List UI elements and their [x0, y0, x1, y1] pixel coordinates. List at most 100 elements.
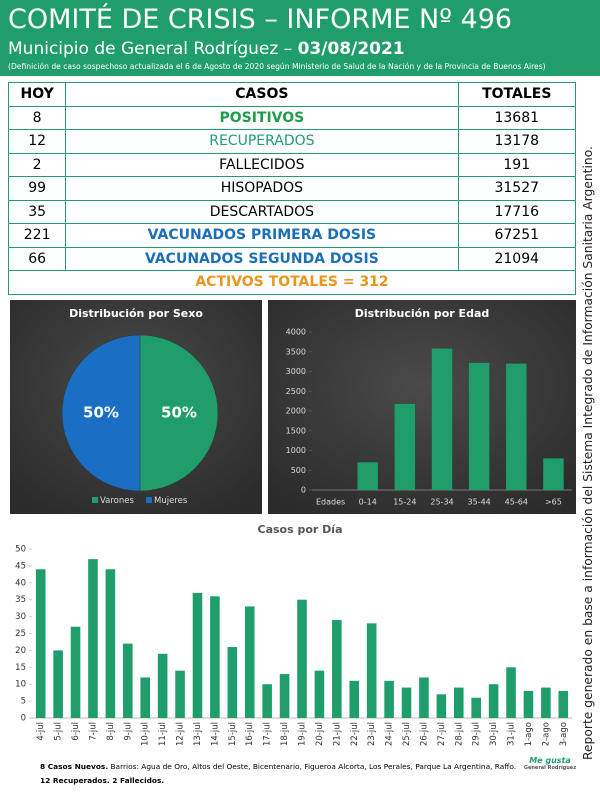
x-tick-label: 12-jul — [176, 722, 186, 746]
cell: FALLECIDOS — [65, 152, 459, 177]
x-tick-label: 18-jul — [280, 722, 290, 746]
x-tick-label: 35-44 — [468, 498, 491, 507]
side-note: Reporte generado en base a información d… — [581, 146, 595, 760]
chart-title: Distribución por Edad — [355, 307, 490, 320]
bar — [332, 619, 342, 718]
y-tick-label: 2500 — [286, 387, 306, 396]
logo-place: General Rodríguez — [523, 765, 577, 771]
y-tick-label: 40 — [15, 578, 26, 588]
table-row: 2 FALLECIDOS 191 — [7, 152, 577, 177]
cell: VACUNADOS SEGUNDA DOSIS — [65, 246, 459, 271]
y-tick-label: 4000 — [286, 328, 306, 337]
bar — [244, 606, 255, 718]
bar — [210, 596, 220, 718]
bar — [140, 677, 151, 718]
cell: VACUNADOS PRIMERA DOSIS — [65, 223, 459, 248]
bar — [366, 623, 377, 718]
x-tick-label: 3-ago — [559, 722, 569, 746]
x-tick-label: 1-ago — [524, 722, 534, 746]
cell: 191 — [457, 152, 577, 177]
cell: 66 — [7, 246, 67, 271]
bar — [384, 680, 394, 718]
x-tick-label: >65 — [545, 498, 562, 507]
column-header: CASOS — [65, 82, 459, 107]
x-tick-label: 14-jul — [210, 722, 220, 746]
x-tick-label: 31-jul — [507, 722, 517, 746]
total-row: ACTIVOS TOTALES = 312 — [8, 270, 576, 295]
x-tick-label: 16-jul — [245, 722, 255, 746]
bar — [419, 677, 429, 718]
pie-slice — [61, 334, 141, 492]
bar — [175, 670, 185, 718]
bar — [436, 694, 447, 718]
cell: RECUPERADOS — [65, 129, 459, 154]
bar — [157, 653, 168, 718]
cell: POSITIVOS — [65, 105, 459, 130]
x-tick-label: 6-jul — [71, 722, 81, 741]
bar — [123, 643, 133, 718]
cell: 21094 — [457, 246, 577, 271]
y-tick-label: 0 — [301, 486, 306, 495]
x-tick-label: 7-jul — [88, 722, 98, 741]
bar — [227, 647, 238, 718]
recovered: 12 Recuperados. 2 Fallecidos. — [40, 776, 165, 785]
title: COMITÉ DE CRISIS – INFORME Nº 496 — [8, 4, 513, 35]
bar — [192, 592, 203, 718]
new-cases: 8 Casos Nuevos. — [40, 762, 109, 771]
x-axis-label: Edades — [316, 498, 345, 507]
bar — [70, 626, 81, 718]
bar — [88, 559, 98, 718]
logo: Me gusta General Rodríguez — [520, 756, 580, 771]
x-tick-label: 25-34 — [430, 498, 453, 507]
x-tick-label: 15-24 — [393, 498, 416, 507]
bar — [262, 684, 272, 718]
neighborhoods: Barrios: Agua de Oro, Altos del Oeste, B… — [108, 762, 517, 771]
bar — [401, 687, 412, 718]
value-label: 50% — [161, 404, 197, 422]
y-tick-label: 50 — [15, 545, 26, 555]
table-row: 8 POSITIVOS 13681 — [7, 105, 577, 130]
table-row: 66 VACUNADOS SEGUNDA DOSIS 21094 — [7, 246, 577, 271]
y-tick-label: 10 — [15, 680, 26, 690]
cases-table: HOY CASOS TOTALES 8 POSITIVOS 13681 12 RECUPERA… — [7, 82, 577, 295]
x-tick-label: 26-jul — [419, 722, 429, 746]
bar — [471, 697, 481, 718]
x-tick-label: 4-jul — [36, 722, 46, 741]
cell: 13178 — [457, 129, 577, 154]
y-tick-label: 20 — [15, 646, 26, 656]
bar — [314, 670, 325, 718]
table-row: 35 DESCARTADOS 17716 — [7, 199, 577, 224]
x-tick-label: 25-jul — [402, 722, 412, 746]
x-tick-label: 45-64 — [505, 498, 528, 507]
chart-title: Casos por Día — [258, 523, 343, 536]
value-label: 50% — [83, 404, 119, 422]
bar — [523, 690, 534, 718]
y-tick-label: 1500 — [286, 426, 306, 435]
y-tick-label: 35 — [15, 595, 26, 605]
cell: 17716 — [457, 199, 577, 224]
x-tick-label: 5-jul — [54, 722, 64, 741]
note: (Definición de caso sospechoso actualiza… — [8, 62, 546, 71]
x-tick-label: 28-jul — [454, 722, 464, 746]
y-tick-label: 2000 — [286, 407, 306, 416]
bar — [35, 569, 46, 718]
bar — [431, 348, 453, 490]
x-tick-label: 21-jul — [332, 722, 342, 746]
bar — [558, 690, 569, 718]
x-tick-label: 2-ago — [541, 722, 551, 746]
bar — [468, 362, 490, 490]
chart-title: Distribución por Sexo — [69, 307, 203, 320]
bar — [506, 363, 527, 490]
x-tick-label: 15-jul — [228, 722, 238, 746]
x-tick-label: 10-jul — [141, 722, 151, 746]
municipality: Municipio de General Rodríguez – — [8, 39, 298, 59]
y-tick-label: 1000 — [286, 446, 306, 455]
column-header: HOY — [7, 82, 67, 107]
cell: 67251 — [457, 223, 577, 248]
bar — [53, 650, 63, 718]
legend-swatch — [146, 497, 152, 503]
column-header: TOTALES — [457, 82, 577, 107]
x-tick-label: 23-jul — [367, 722, 377, 746]
x-tick-label: 9-jul — [123, 722, 133, 741]
